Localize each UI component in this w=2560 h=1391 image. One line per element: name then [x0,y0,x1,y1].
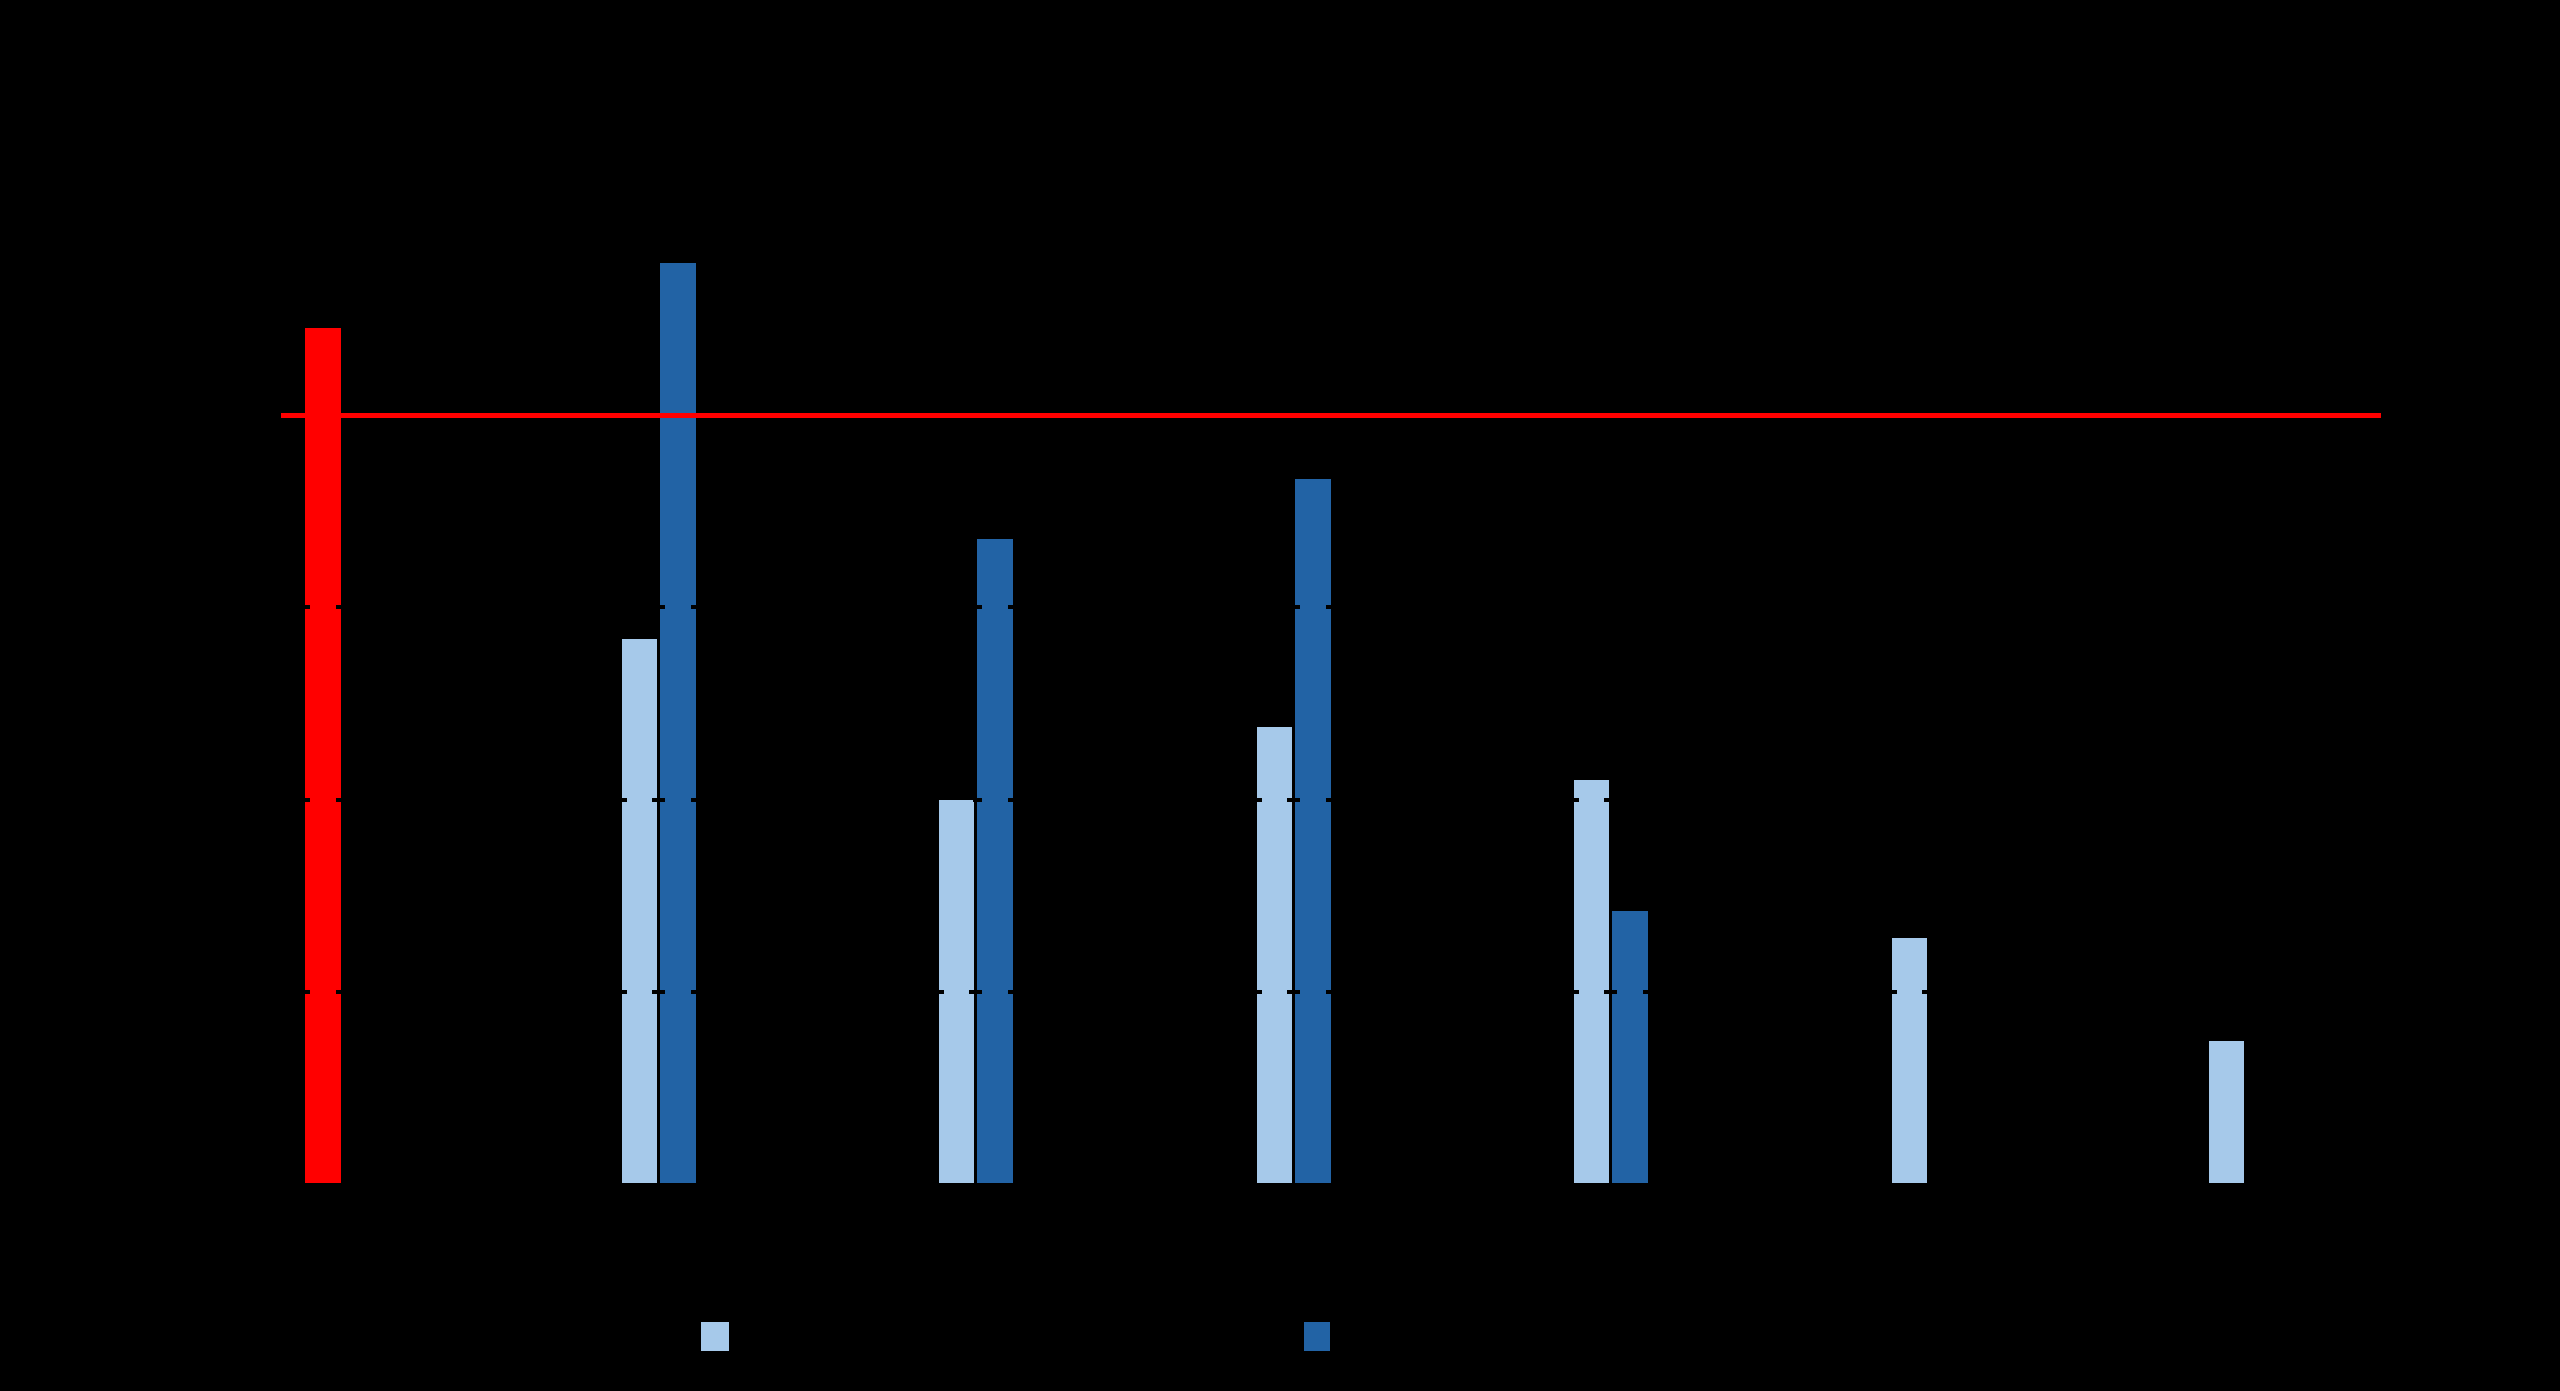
light-blue-bar [939,800,974,1183]
axis-tick-notch [336,990,345,994]
light-blue-bar [1892,938,1927,1183]
light-blue-bar [1574,780,1609,1183]
red-reference-bar [305,328,341,1183]
axis-tick-notch [1643,990,1652,994]
axis-tick-notch [301,605,310,609]
axis-tick-notch [973,798,982,802]
axis-tick-notch [1326,798,1335,802]
axis-tick-notch [1608,990,1617,994]
axis-tick-notch [691,990,700,994]
dark-blue-bar [1612,911,1648,1183]
axis-tick-notch [1291,990,1300,994]
axis-tick-notch [656,798,665,802]
axis-tick-notch [1253,798,1262,802]
dark-blue-bar [660,263,696,1183]
axis-tick-notch [973,990,982,994]
axis-tick-notch [691,798,700,802]
light-blue-bar [622,639,657,1183]
axis-tick-notch [656,605,665,609]
axis-tick-notch [1008,605,1017,609]
axis-tick-notch [973,605,982,609]
axis-tick-notch [301,990,310,994]
axis-tick-notch [1604,798,1613,802]
axis-tick-notch [691,605,700,609]
axis-tick-notch [1888,990,1897,994]
axis-tick-notch [618,990,627,994]
axis-tick-notch [1291,798,1300,802]
axis-tick-notch [618,798,627,802]
legend-swatch-dark-blue [1304,1322,1330,1351]
axis-tick-notch [336,605,345,609]
axis-tick-notch [1570,798,1579,802]
dark-blue-bar [1295,479,1331,1183]
axis-tick-notch [1326,990,1335,994]
legend-swatch-light-blue [701,1322,729,1351]
axis-tick-notch [1253,990,1262,994]
dark-blue-bar [977,539,1013,1183]
light-blue-bar [2209,1041,2244,1183]
axis-tick-notch [336,798,345,802]
axis-tick-notch [1008,990,1017,994]
axis-tick-notch [1922,990,1931,994]
axis-tick-notch [935,990,944,994]
red-reference-line [281,413,2381,418]
axis-tick-notch [1326,605,1335,609]
axis-tick-notch [1291,605,1300,609]
axis-tick-notch [301,798,310,802]
light-blue-bar [1257,727,1292,1183]
axis-tick-notch [1008,798,1017,802]
axis-tick-notch [1570,990,1579,994]
axis-tick-notch [656,990,665,994]
